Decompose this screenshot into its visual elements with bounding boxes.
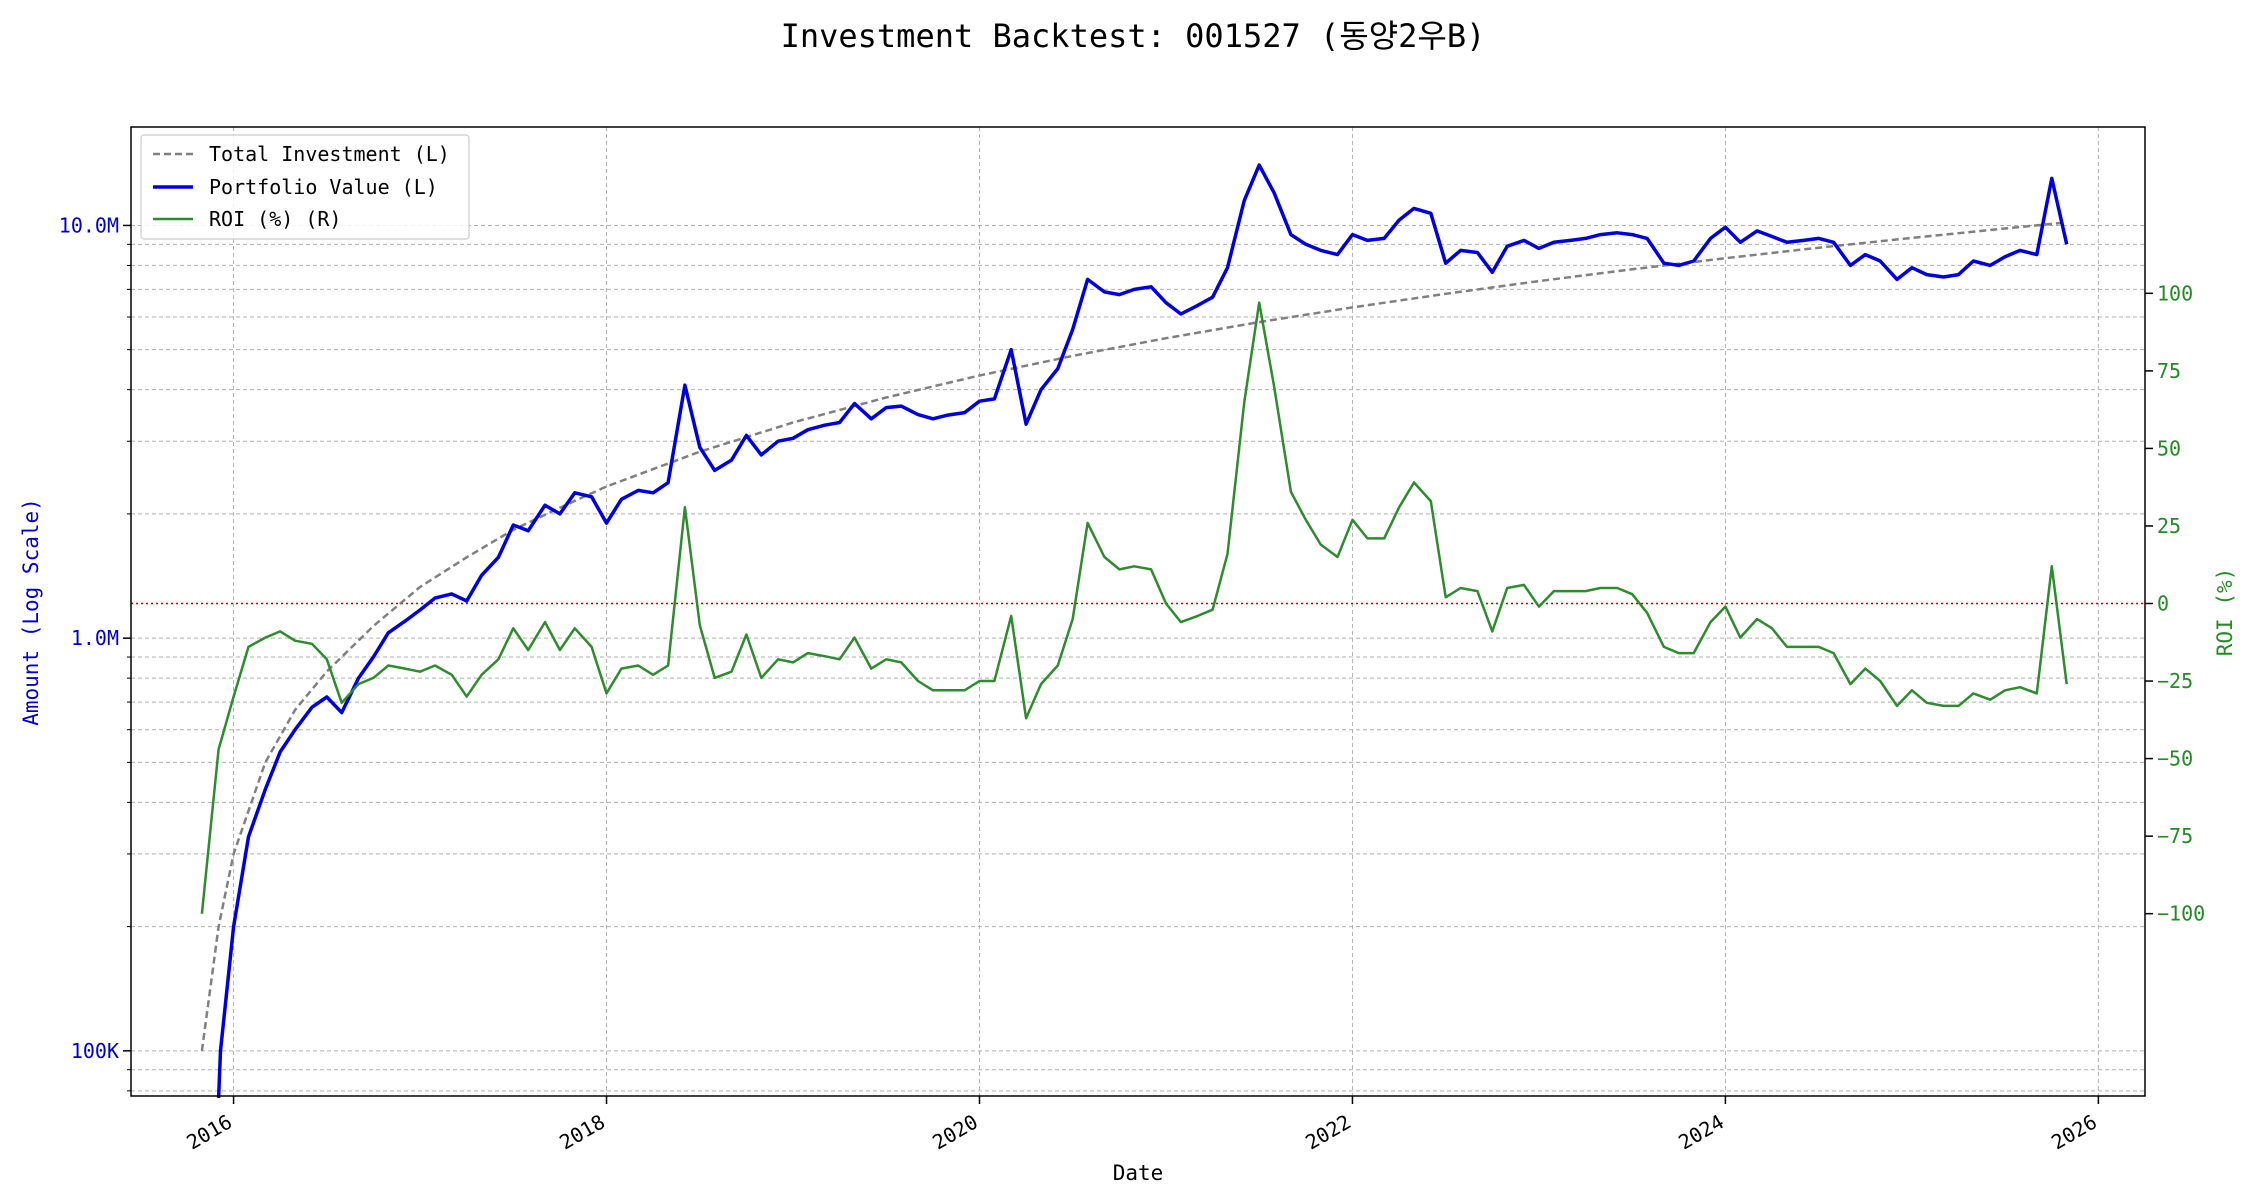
- right-y-tick-label: 25: [2157, 514, 2181, 538]
- right-y-axis-label: ROI (%): [2213, 568, 2237, 657]
- right-y-tick-label: 0: [2157, 592, 2169, 616]
- right-y-tick-label: −50: [2157, 747, 2193, 771]
- series-lines: [200, 163, 2069, 1099]
- right-y-tick-label: 50: [2157, 436, 2181, 460]
- right-y-tick-label: 75: [2157, 359, 2181, 383]
- left-y-axis-label: Amount (Log Scale): [19, 498, 43, 726]
- legend-label-roi: ROI (%) (R): [209, 207, 341, 231]
- legend-label-portfolio: Portfolio Value (L): [209, 175, 438, 199]
- plot-area-frame: [130, 126, 2146, 1097]
- x-axis-label: Date: [1113, 1161, 1164, 1185]
- right-y-tick-label: −25: [2157, 669, 2193, 693]
- right-y-tick-label: −75: [2157, 824, 2193, 848]
- roi-line: [200, 301, 2068, 914]
- legend-label-investment: Total Investment (L): [209, 142, 450, 166]
- left-y-axis: 100K 1.0M 10.0M: [59, 213, 131, 1092]
- right-y-axis: −100 −75 −50 −25 0 25 50 75 100: [2145, 281, 2205, 926]
- right-y-tick-label: −100: [2157, 902, 2205, 926]
- portfolio-value-line: [216, 163, 2069, 1099]
- left-y-tick-label: 1.0M: [71, 626, 119, 650]
- legend-box: [140, 134, 470, 240]
- left-y-tick-label: 10.0M: [59, 213, 119, 237]
- grid-lines: [131, 127, 2145, 1096]
- chart-title: Investment Backtest: 001527 (동양2우B): [781, 17, 1486, 55]
- right-y-tick-label: 100: [2157, 281, 2193, 305]
- left-y-tick-label: 100K: [71, 1039, 119, 1063]
- chart-legend: Total Investment (L) Portfolio Value (L)…: [140, 134, 470, 240]
